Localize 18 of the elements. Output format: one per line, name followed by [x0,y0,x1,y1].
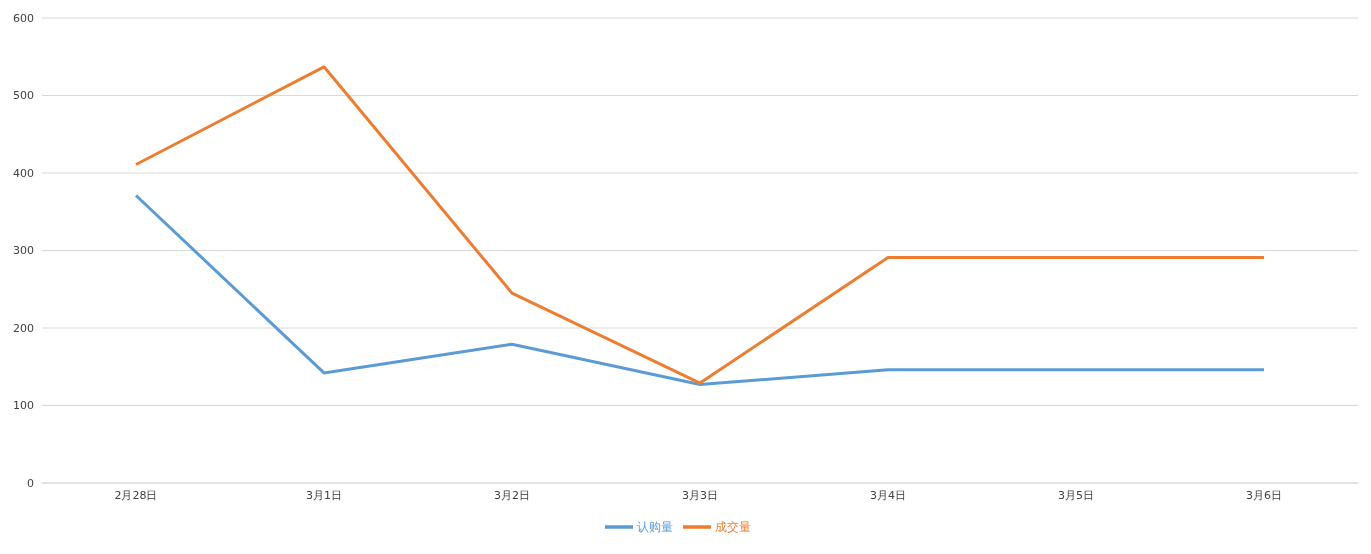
x-tick-label: 3月4日 [870,488,906,502]
line-series [134,65,1266,385]
legend-label: 认购量 [637,519,673,534]
y-tick-label: 500 [13,89,34,103]
y-tick-label: 400 [13,166,34,180]
x-tick-label: 3月6日 [1246,488,1282,502]
x-tick-label: 3月3日 [682,488,718,502]
y-tick-label: 300 [13,244,34,258]
x-tick-label: 3月1日 [306,488,342,502]
x-tick-label: 3月2日 [494,488,530,502]
x-tick-label: 2月28日 [114,488,158,502]
legend-label: 成交量 [715,519,751,534]
x-tick-label: 3月5日 [1058,488,1094,502]
y-tick-label: 600 [13,11,34,25]
line-series [134,193,1266,387]
y-tick-label: 100 [13,399,34,413]
y-tick-label: 0 [27,476,34,490]
y-tick-label: 200 [13,321,34,335]
